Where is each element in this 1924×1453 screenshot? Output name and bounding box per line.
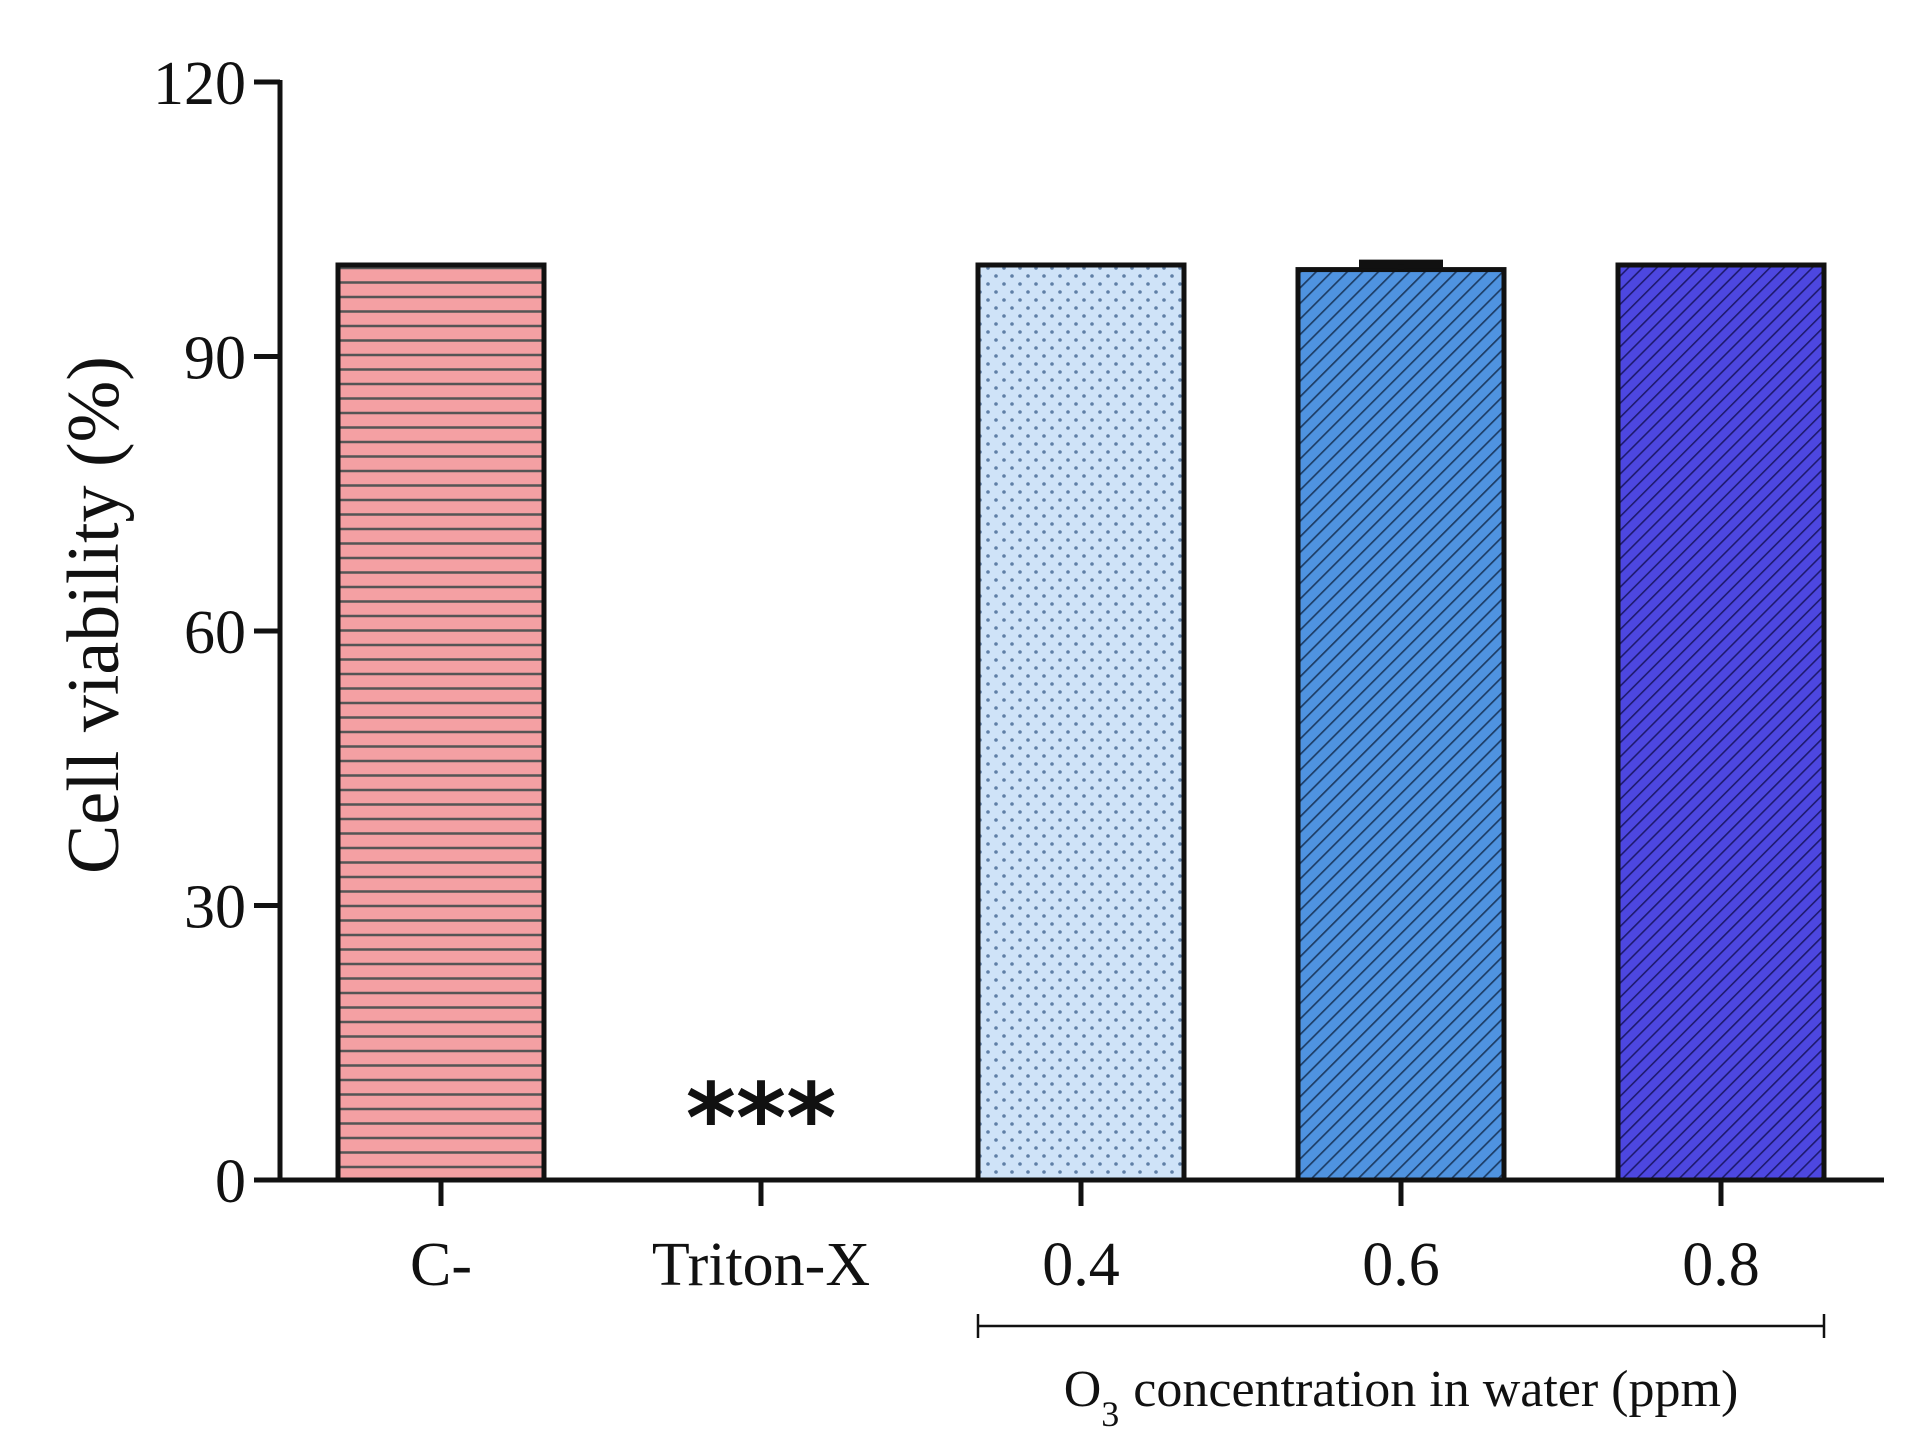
- bar-0-8: [1615, 262, 1827, 1183]
- y-tick-label: 0: [215, 1148, 246, 1216]
- bar-c-: [335, 262, 547, 1183]
- x-tick-label: 0.4: [1042, 1231, 1120, 1299]
- bar-0-6: [1295, 267, 1507, 1183]
- group-label: O3 concentration in water (ppm): [1064, 1361, 1739, 1434]
- x-tick-label: 0.6: [1362, 1231, 1440, 1299]
- x-tick-label: Triton-X: [652, 1231, 870, 1299]
- x-tick-label: 0.8: [1682, 1231, 1760, 1299]
- x-tick-label: C-: [410, 1231, 472, 1299]
- y-tick-label: 60: [184, 599, 246, 667]
- y-axis-label: Cell viability (%): [53, 356, 135, 874]
- y-tick-label: 90: [184, 325, 246, 393]
- significance-label: ***: [686, 1063, 837, 1175]
- y-tick-label: 120: [153, 50, 246, 118]
- y-tick-label: 30: [184, 874, 246, 942]
- bar-0-4: [975, 262, 1187, 1183]
